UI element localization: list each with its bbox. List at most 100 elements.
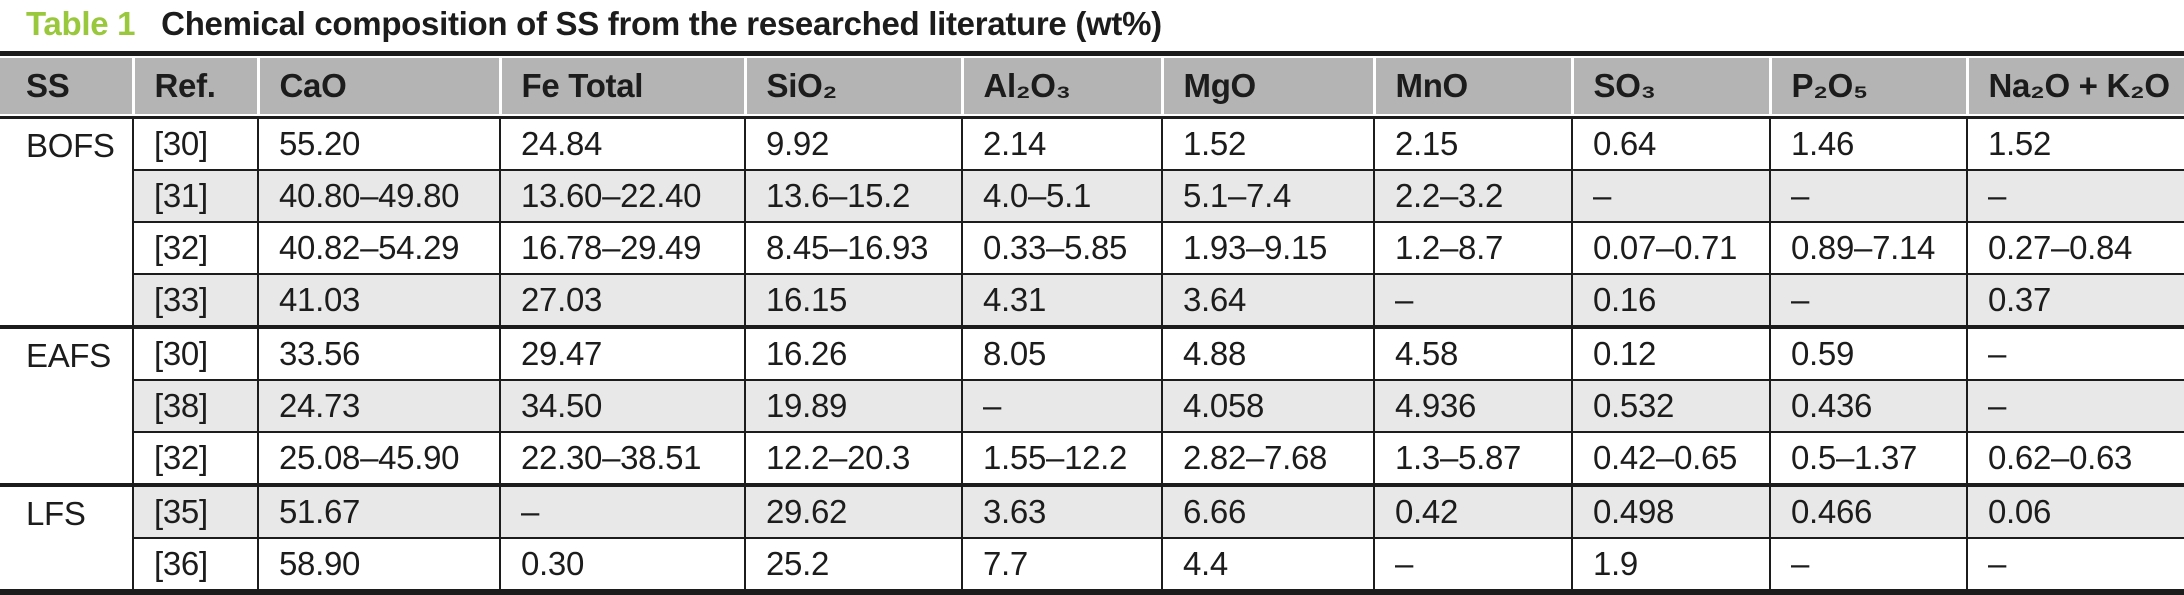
value-cell: – [961, 380, 1162, 433]
table-row: BOFS [30] 55.20 24.84 9.92 2.14 1.52 2.15 0.64 1.… [0, 117, 2184, 329]
value-cell: 1.2–8.7 [1373, 222, 1572, 275]
value-cell: 1.3–5.87 [1373, 432, 1572, 487]
caption-label: Table 1 [26, 5, 136, 42]
table-row: [33] 41.03 27.03 16.15 4.31 3.64–0.16–0.37 [0, 274, 2184, 329]
value-cell: 16.15 [744, 274, 962, 329]
ref-cell: [36] [132, 538, 258, 592]
value-cell: 0.07–0.71 [1571, 222, 1770, 275]
value-cell: 25.08–45.90 [257, 432, 500, 487]
ref-cell: [33] [132, 274, 258, 329]
col-header-mgo: MgO [1160, 53, 1374, 119]
col-header-mno: MnO [1372, 53, 1572, 119]
value-cell: 4.0–5.1 [961, 170, 1162, 223]
value-cell: 1.9 [1571, 538, 1770, 592]
value-cell: – [1966, 380, 2184, 433]
value-cell: 2.15 [1373, 117, 1572, 171]
value-cell: 3.63 [961, 485, 1162, 539]
value-cell: 24.84 [499, 117, 745, 171]
ss-cell: BOFS [0, 117, 133, 329]
value-cell: 0.62–0.63 [1966, 432, 2184, 487]
value-cell: 4.936 [1373, 380, 1572, 433]
value-cell: 13.60–22.40 [499, 170, 745, 223]
value-cell: 7.7 [961, 538, 1162, 592]
value-cell: 1.93–9.15 [1161, 222, 1374, 275]
table-row: [32] 25.08–45.90 22.30–38.51 12.2–20.3 1.55–… [0, 432, 2184, 487]
value-cell: 40.80–49.80 [257, 170, 500, 223]
value-cell: 1.52 [1161, 117, 1374, 171]
value-cell: 3.64 [1161, 274, 1374, 329]
value-cell: 4.88 [1161, 327, 1374, 381]
value-cell: 4.4 [1161, 538, 1374, 592]
col-header-so3: SO₃ [1570, 53, 1770, 119]
table-row: LFS [35] 51.67–29.62 3.63 6.66 0.42 0.498 0.466… [0, 485, 2184, 592]
col-header-ref: Ref. [131, 53, 258, 119]
value-cell: – [1373, 538, 1572, 592]
table-body: BOFS [30] 55.20 24.84 9.92 2.14 1.52 2.15 0.64 1.… [0, 117, 2184, 592]
value-cell: 1.55–12.2 [961, 432, 1162, 487]
ss-cell: LFS [0, 485, 133, 592]
value-cell: 29.62 [744, 485, 962, 539]
value-cell: 4.58 [1373, 327, 1572, 381]
value-cell: 0.12 [1571, 327, 1770, 381]
value-cell: 0.42–0.65 [1571, 432, 1770, 487]
value-cell: – [499, 485, 745, 539]
value-cell: 9.92 [744, 117, 962, 171]
value-cell: 5.1–7.4 [1161, 170, 1374, 223]
ref-cell: [31] [132, 170, 258, 223]
table-row: [38] 24.73 34.50 19.89–4.058 4.936 0.532 0.436… [0, 380, 2184, 433]
value-cell: 40.82–54.29 [257, 222, 500, 275]
value-cell: 27.03 [499, 274, 745, 329]
value-cell: 1.52 [1966, 117, 2184, 171]
caption-text: Chemical composition of SS from the rese… [161, 5, 1162, 42]
ref-cell: [32] [132, 222, 258, 275]
value-cell: 41.03 [257, 274, 500, 329]
value-cell: 19.89 [744, 380, 962, 433]
value-cell: 58.90 [257, 538, 500, 592]
col-header-sio2: SiO₂ [743, 53, 962, 119]
value-cell: 13.6–15.2 [744, 170, 962, 223]
value-cell: – [1966, 327, 2184, 381]
value-cell: 6.66 [1161, 485, 1374, 539]
value-cell: 12.2–20.3 [744, 432, 962, 487]
value-cell: – [1571, 170, 1770, 223]
composition-table: SS Ref. CaO Fe Total SiO₂ Al₂O₃ MgO MnO … [0, 51, 2184, 595]
col-header-ss: SS [0, 53, 133, 119]
value-cell: – [1769, 170, 1967, 223]
col-header-na2o-k2o: Na₂O + K₂O [1965, 53, 2184, 119]
value-cell: 0.06 [1966, 485, 2184, 539]
value-cell: 0.498 [1571, 485, 1770, 539]
value-cell: 0.89–7.14 [1769, 222, 1967, 275]
value-cell: 51.67 [257, 485, 500, 539]
value-cell: 2.2–3.2 [1373, 170, 1572, 223]
value-cell: 34.50 [499, 380, 745, 433]
table-row: [32] 40.82–54.29 16.78–29.49 8.45–16.93 0.33… [0, 222, 2184, 275]
ref-cell: [35] [132, 485, 258, 539]
value-cell: 16.26 [744, 327, 962, 381]
value-cell: 29.47 [499, 327, 745, 381]
value-cell: 2.82–7.68 [1161, 432, 1374, 487]
value-cell: 0.37 [1966, 274, 2184, 329]
col-header-p2o5: P₂O₅ [1768, 53, 1967, 119]
value-cell: 22.30–38.51 [499, 432, 745, 487]
value-cell: 0.64 [1571, 117, 1770, 171]
value-cell: – [1966, 170, 2184, 223]
ss-cell: EAFS [0, 327, 133, 487]
value-cell: 0.436 [1769, 380, 1967, 433]
table-row: [36] 58.90 0.30 25.2 7.7 4.4–1.9– – [0, 538, 2184, 592]
value-cell: 25.2 [744, 538, 962, 592]
ref-cell: [30] [132, 327, 258, 381]
value-cell: 0.466 [1769, 485, 1967, 539]
value-cell: – [1769, 538, 1967, 592]
value-cell: 0.5–1.37 [1769, 432, 1967, 487]
table-caption: Table 1 Chemical composition of SS from t… [0, 0, 2184, 51]
value-cell: 0.16 [1571, 274, 1770, 329]
table-row: EAFS [30] 33.56 29.47 16.26 8.05 4.88 4.58 0.12 0… [0, 327, 2184, 487]
value-cell: 8.45–16.93 [744, 222, 962, 275]
value-cell: 0.42 [1373, 485, 1572, 539]
col-header-cao: CaO [256, 53, 500, 119]
value-cell: 0.532 [1571, 380, 1770, 433]
value-cell: 0.30 [499, 538, 745, 592]
value-cell: 0.33–5.85 [961, 222, 1162, 275]
value-cell: – [1966, 538, 2184, 592]
value-cell: 0.27–0.84 [1966, 222, 2184, 275]
